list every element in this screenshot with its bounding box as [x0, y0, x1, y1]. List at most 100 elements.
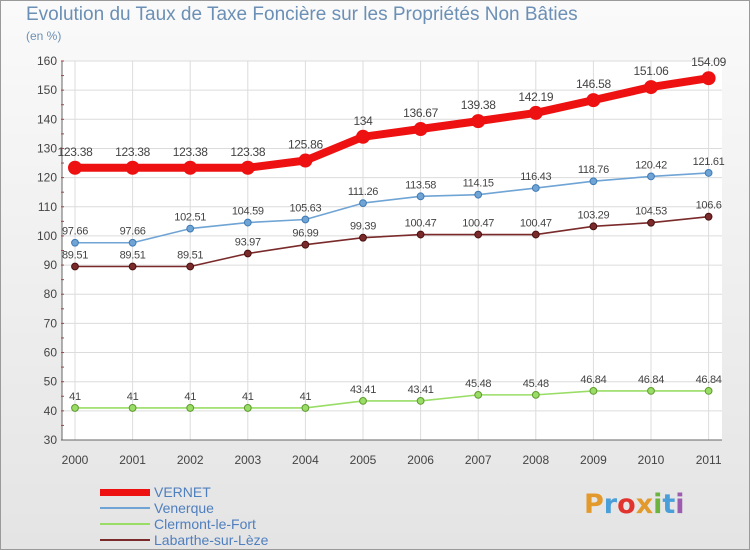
data-point-venerque: [359, 199, 367, 207]
data-label-labarthe-sur-l-ze: 99.39: [350, 221, 376, 233]
data-label-vernet: 151.06: [634, 64, 670, 78]
x-tick-label: 2002: [177, 453, 204, 467]
data-label-venerque: 120.42: [635, 159, 667, 171]
data-point-venerque: [186, 224, 195, 233]
x-tick-label: 2000: [62, 453, 89, 467]
data-label-labarthe-sur-l-ze: 89.51: [120, 250, 146, 262]
data-label-labarthe-sur-l-ze: 104.53: [635, 206, 667, 218]
y-tick-label: 120: [37, 171, 57, 185]
data-point-vernet: [586, 93, 601, 108]
data-label-clermont-le-fort: 45.48: [465, 378, 491, 390]
data-label-labarthe-sur-l-ze: 100.47: [520, 218, 552, 230]
legend-label: Labarthe-sur-Lèze: [154, 532, 269, 548]
y-tick-label: 70: [44, 316, 58, 330]
data-point-vernet: [298, 153, 313, 168]
data-label-labarthe-sur-l-ze: 106.6: [696, 200, 722, 212]
series-line-venerque: [74, 172, 710, 244]
data-point-labarthe-sur-l-ze: [647, 218, 655, 227]
data-label-venerque: 113.58: [405, 179, 436, 191]
data-label-vernet: 134: [353, 114, 373, 128]
data-point-clermont-le-fort: [243, 404, 252, 412]
data-point-venerque: [416, 192, 425, 201]
data-label-vernet: 123.38: [115, 145, 151, 159]
data-point-labarthe-sur-l-ze: [186, 262, 195, 271]
x-tick-label: 2003: [234, 453, 261, 467]
data-label-clermont-le-fort: 41: [127, 391, 139, 403]
y-tick-label: 150: [37, 83, 57, 97]
x-tick-label: 2007: [465, 453, 492, 467]
chart-title: Evolution du Taux de Taxe Foncière sur l…: [26, 4, 578, 25]
logo-letter: r: [603, 489, 618, 520]
unit-label: (en %): [26, 29, 62, 43]
data-label-venerque: 116.43: [520, 171, 551, 183]
x-tick-label: 2004: [292, 453, 319, 467]
plot-area: [62, 61, 722, 440]
data-point-venerque: [301, 215, 310, 224]
data-point-vernet: [183, 160, 198, 175]
data-label-venerque: 118.76: [578, 164, 609, 176]
legend-item: Clermont-le-Fort: [100, 516, 268, 532]
x-tick-label: 2006: [407, 453, 434, 467]
data-point-vernet: [125, 160, 140, 175]
data-label-labarthe-sur-l-ze: 100.47: [462, 218, 494, 230]
data-label-labarthe-sur-l-ze: 100.47: [405, 218, 437, 230]
y-tick-label: 140: [37, 112, 57, 126]
legend-label: VERNET: [154, 484, 211, 500]
data-label-vernet: 142.19: [518, 90, 554, 104]
logo-letter: P: [584, 489, 604, 520]
y-tick-label: 50: [44, 375, 58, 389]
x-tick-label: 2011: [696, 453, 722, 467]
data-label-labarthe-sur-l-ze: 103.29: [577, 209, 609, 221]
y-tick-label: 100: [37, 229, 57, 243]
data-point-labarthe-sur-l-ze: [704, 212, 713, 221]
data-point-labarthe-sur-l-ze: [243, 249, 252, 258]
data-point-labarthe-sur-l-ze: [416, 230, 425, 239]
data-point-vernet: [644, 80, 658, 95]
data-point-vernet: [356, 129, 370, 144]
data-point-clermont-le-fort: [589, 387, 598, 395]
logo-letter: i: [653, 489, 663, 520]
legend-item: Venerque: [100, 500, 268, 516]
data-label-vernet: 136.67: [403, 106, 439, 120]
data-label-clermont-le-fort: 43.41: [350, 384, 376, 396]
x-tick-label: 2010: [638, 453, 665, 467]
data-point-labarthe-sur-l-ze: [531, 230, 540, 239]
data-label-clermont-le-fort: 46.84: [696, 374, 722, 386]
data-label-clermont-le-fort: 41: [69, 391, 81, 403]
y-tick-label: 30: [44, 433, 58, 447]
data-label-vernet: 146.58: [576, 77, 612, 91]
data-point-venerque: [647, 172, 655, 181]
data-point-vernet: [240, 160, 255, 175]
data-label-vernet: 123.38: [58, 145, 94, 159]
data-label-clermont-le-fort: 43.41: [408, 384, 434, 396]
series-line-vernet: [71, 74, 713, 172]
legend-item: VERNET: [100, 484, 268, 500]
data-point-clermont-le-fort: [186, 404, 195, 412]
data-point-venerque: [128, 238, 137, 247]
data-point-labarthe-sur-l-ze: [589, 222, 598, 231]
data-point-venerque: [589, 177, 598, 186]
legend-swatch: [100, 507, 150, 509]
legend-label: Venerque: [154, 500, 214, 516]
data-label-labarthe-sur-l-ze: 89.51: [62, 250, 88, 262]
data-point-labarthe-sur-l-ze: [474, 230, 483, 239]
data-label-clermont-le-fort: 46.84: [580, 374, 606, 386]
logo-letter: x: [635, 489, 654, 520]
data-point-clermont-le-fort: [128, 404, 137, 412]
data-label-venerque: 102.51: [174, 212, 206, 224]
data-label-venerque: 104.59: [232, 206, 264, 218]
x-tick-label: 2009: [580, 453, 607, 467]
x-tick-label: 2001: [119, 453, 146, 467]
data-label-vernet: 125.86: [288, 138, 324, 152]
legend-swatch: [100, 523, 150, 525]
data-label-vernet: 123.38: [173, 145, 209, 159]
series-line-clermont-le-fort: [74, 390, 710, 409]
y-tick-label: 40: [44, 404, 58, 418]
y-tick-label: 80: [44, 287, 58, 301]
data-point-labarthe-sur-l-ze: [359, 233, 367, 242]
data-label-labarthe-sur-l-ze: 89.51: [177, 250, 203, 262]
data-point-vernet: [471, 114, 486, 129]
y-tick-label: 130: [37, 141, 57, 155]
x-tick-label: 2005: [350, 453, 377, 467]
data-label-vernet: 154.09: [691, 55, 727, 69]
